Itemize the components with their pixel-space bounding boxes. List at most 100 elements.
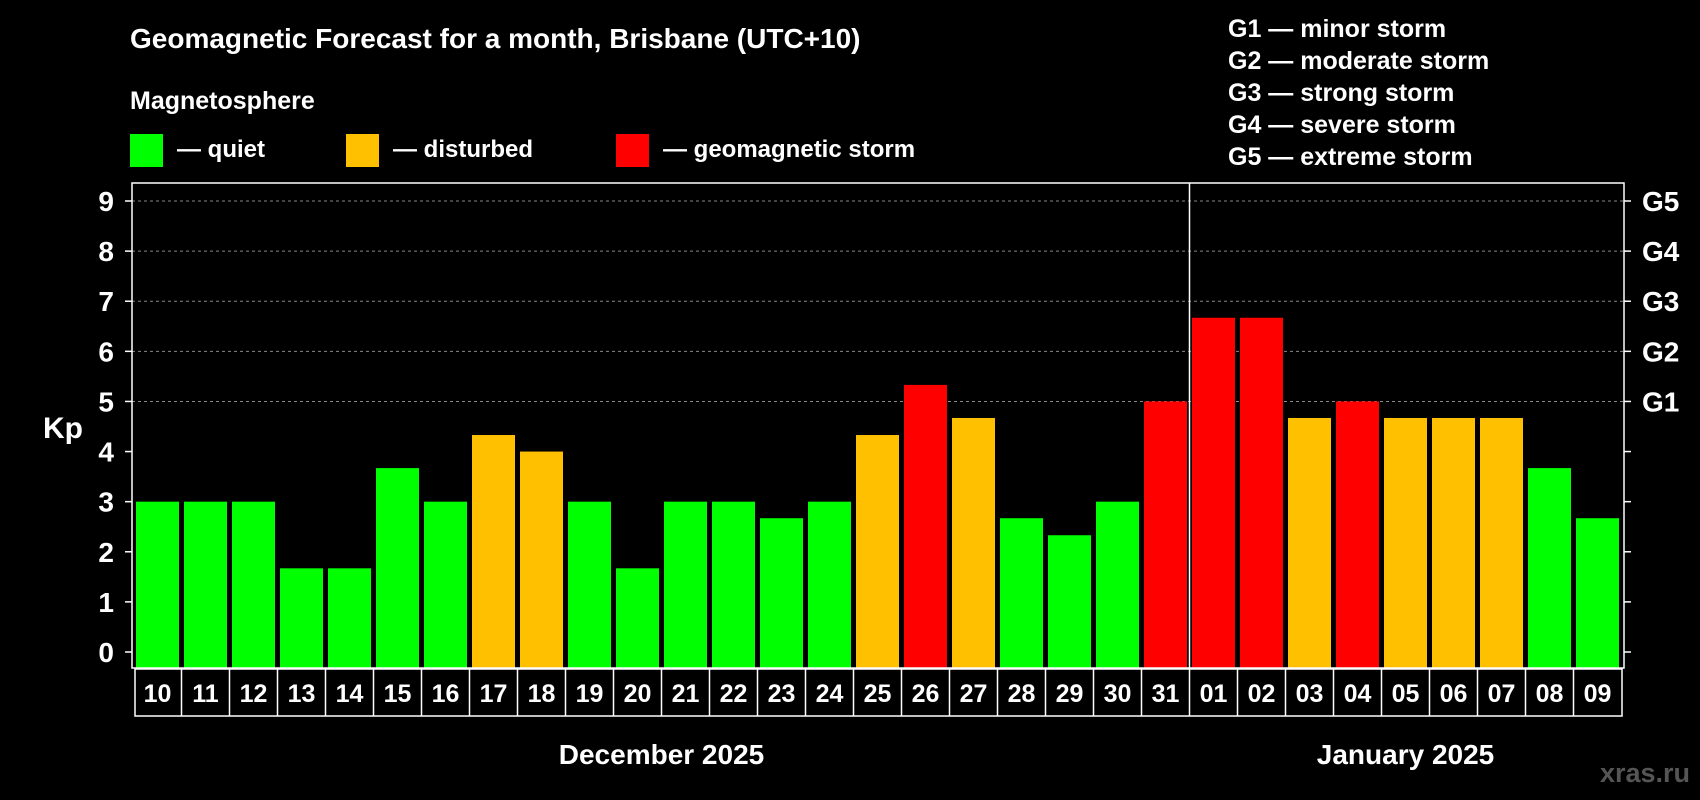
x-tick-label-11: 11 [192, 680, 219, 708]
grid-lines [132, 200, 1624, 402]
x-tick-label-18: 18 [528, 680, 556, 708]
x-tick-label-28: 28 [1008, 680, 1036, 708]
month-label-1: January 2025 [1317, 739, 1494, 770]
bar-30 [1096, 501, 1139, 668]
y-tick-label-4: 4 [98, 437, 114, 468]
x-tick-label-05: 05 [1392, 680, 1420, 708]
x-tick-label-20: 20 [624, 680, 652, 708]
x-tick-label-19: 19 [576, 680, 604, 708]
y-tick-label-8: 8 [98, 236, 114, 267]
bar-17 [472, 435, 515, 668]
x-tick-label-29: 29 [1056, 680, 1084, 708]
bar-25 [856, 435, 899, 668]
bar-18 [520, 451, 563, 668]
x-tick-label-25: 25 [864, 680, 892, 708]
x-tick-label-12: 12 [240, 680, 268, 708]
y-ticks-left: 0 1 2 3 4 5 6 7 8 9 [98, 186, 132, 668]
y-tick-label-9: 9 [98, 186, 114, 217]
y-tick-label-1: 1 [98, 587, 114, 618]
y-tick-label-7: 7 [98, 286, 114, 317]
storm-level-label-G3: G3 [1642, 286, 1679, 317]
y-tick-label-6: 6 [98, 336, 114, 367]
x-tick-label-16: 16 [432, 680, 460, 708]
bar-31 [1144, 401, 1187, 668]
storm-level-label-G2: G2 [1642, 336, 1679, 367]
bar-09 [1576, 518, 1619, 668]
x-tick-label-04: 04 [1344, 680, 1372, 708]
legend-swatch-quiet [130, 134, 163, 167]
x-tick-label-15: 15 [384, 680, 412, 708]
storm-scale-g3: G3 — strong storm [1228, 79, 1454, 107]
bar-06 [1432, 417, 1475, 668]
x-tick-label-03: 03 [1296, 680, 1324, 708]
x-tick-labels: 10 11 12 13 14 15 16 17 18 19 20 21 22 23 24 25 26 27 28 29… [144, 669, 1612, 716]
storm-scale-g1: G1 — minor storm [1228, 15, 1446, 43]
storm-scale-g2: G2 — moderate storm [1228, 47, 1489, 75]
x-tick-label-31: 31 [1152, 680, 1180, 708]
bar-05 [1384, 417, 1427, 668]
legend: — quiet — disturbed — geomagnetic storm [130, 134, 915, 167]
bar-20 [616, 568, 659, 668]
bar-29 [1048, 535, 1091, 668]
storm-scale-g4: G4 — severe storm [1228, 111, 1456, 139]
y-tick-label-3: 3 [98, 487, 114, 518]
legend-swatch-disturbed [346, 134, 379, 167]
legend-swatch-storm [616, 134, 649, 167]
storm-scale-legend: G1 — minor storm G2 — moderate storm G3 … [1228, 15, 1489, 171]
legend-label-quiet: — quiet [177, 136, 265, 163]
x-tick-label-13: 13 [288, 680, 316, 708]
bar-24 [808, 501, 851, 668]
x-label-frame [134, 668, 1623, 717]
x-tick-label-02: 02 [1248, 680, 1276, 708]
x-tick-label-08: 08 [1536, 680, 1564, 708]
bar-13 [280, 568, 323, 668]
x-tick-label-26: 26 [912, 680, 940, 708]
legend-title: Magnetosphere [130, 87, 315, 115]
storm-level-label-G5: G5 [1642, 186, 1679, 217]
bar-10 [136, 501, 179, 668]
chart-title: Geomagnetic Forecast for a month, Brisba… [130, 23, 861, 54]
bar-15 [376, 468, 419, 668]
bar-07 [1480, 417, 1523, 668]
x-tick-label-06: 06 [1440, 680, 1468, 708]
bar-23 [760, 518, 803, 668]
bar-11 [184, 501, 227, 668]
bar-26 [904, 384, 947, 668]
watermark: xras.ru [1600, 758, 1690, 788]
x-tick-label-27: 27 [960, 680, 988, 708]
x-tick-label-14: 14 [336, 680, 364, 708]
x-tick-label-10: 10 [144, 680, 172, 708]
plot-frame [131, 182, 1625, 669]
legend-label-disturbed: — disturbed [393, 136, 533, 163]
bar-27 [952, 417, 995, 668]
x-tick-label-24: 24 [816, 680, 844, 708]
bar-19 [568, 501, 611, 668]
y-tick-label-2: 2 [98, 537, 114, 568]
month-labels: December 2025 January 2025 [559, 739, 1494, 770]
y-ticks-right: G1 G2 G3 G4 G5 [1624, 186, 1680, 653]
storm-scale-g5: G5 — extreme storm [1228, 143, 1473, 171]
month-label-0: December 2025 [559, 739, 764, 770]
x-tick-label-23: 23 [768, 680, 796, 708]
bar-02 [1240, 317, 1283, 668]
bar-12 [232, 501, 275, 668]
x-tick-label-01: 01 [1200, 680, 1228, 708]
y-tick-label-5: 5 [98, 386, 114, 417]
storm-level-label-G1: G1 [1642, 386, 1679, 417]
bar-28 [1000, 518, 1043, 668]
y-axis-label: Kp [43, 412, 83, 445]
y-tick-label-0: 0 [98, 637, 114, 668]
legend-label-storm: — geomagnetic storm [663, 136, 915, 163]
x-tick-label-30: 30 [1104, 680, 1132, 708]
bar-03 [1288, 417, 1331, 668]
bar-14 [328, 568, 371, 668]
x-tick-label-07: 07 [1488, 680, 1516, 708]
x-tick-label-09: 09 [1584, 680, 1612, 708]
bar-16 [424, 501, 467, 668]
axes [131, 182, 1625, 717]
bar-04 [1336, 401, 1379, 668]
bar-22 [712, 501, 755, 668]
x-tick-label-21: 21 [672, 680, 700, 708]
bar-08 [1528, 468, 1571, 668]
